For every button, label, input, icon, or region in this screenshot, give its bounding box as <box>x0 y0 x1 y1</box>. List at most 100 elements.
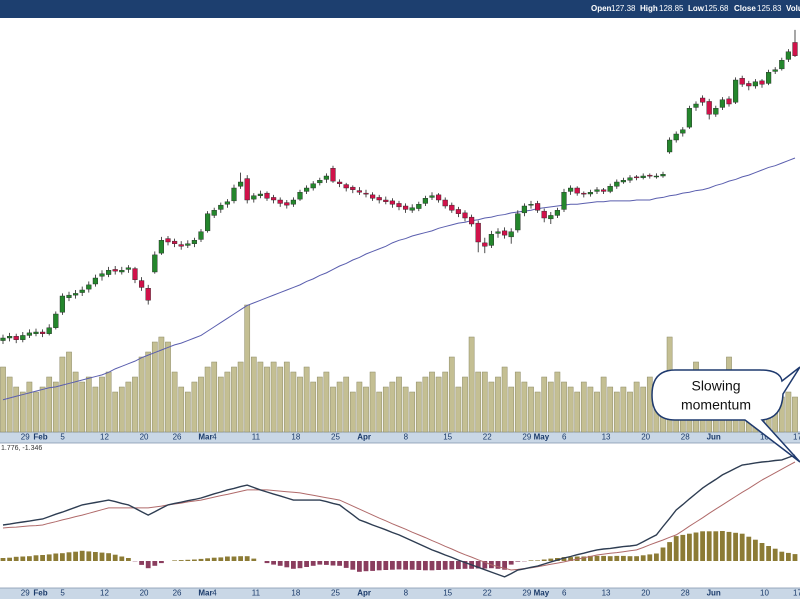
volume-bar <box>508 386 515 433</box>
macd-histogram-bar <box>40 555 45 561</box>
volume-bar <box>290 371 297 433</box>
x-tick-label: 17 <box>793 589 800 598</box>
volume-bar <box>151 341 158 433</box>
macd-histogram-bar <box>244 556 250 561</box>
candle-body <box>792 42 798 56</box>
moving-average-layer <box>2 157 796 401</box>
volume-bar <box>343 376 350 433</box>
macd-histogram-bar <box>231 556 237 561</box>
macd-histogram-bar <box>119 556 125 561</box>
header-value: 127.38 <box>611 4 636 13</box>
macd-histogram-bar <box>324 561 329 565</box>
macd-histogram-bar <box>310 561 316 566</box>
volume-bar <box>633 381 640 433</box>
candle-body <box>733 79 739 103</box>
macd-histogram-bar <box>376 561 382 571</box>
x-tick-label: 22 <box>483 433 492 442</box>
macd-histogram-bar <box>185 559 191 561</box>
macd-histogram-bar <box>13 556 19 561</box>
macd-histogram-bar <box>601 555 606 561</box>
macd-histogram-bar <box>33 555 39 561</box>
macd-histogram-bar <box>634 556 639 561</box>
volume-bar <box>600 376 607 433</box>
macd-histogram-bar <box>363 561 369 572</box>
candle-body <box>59 295 66 313</box>
candle-body <box>99 273 105 277</box>
candle-body <box>284 202 290 206</box>
candles-layer <box>0 29 798 344</box>
macd-histogram-bar <box>561 557 567 561</box>
volume-bar <box>112 391 119 433</box>
candle-body <box>693 103 699 108</box>
macd-histogram-bar <box>192 559 197 561</box>
callout-text: Slowing <box>691 378 740 394</box>
macd-histogram-bar <box>739 533 745 561</box>
volume-bar <box>72 371 79 433</box>
volume-bar <box>481 371 488 433</box>
macd-histogram-bar <box>172 560 177 561</box>
volume-bar <box>297 376 303 433</box>
candle-body <box>185 243 191 246</box>
candle-body <box>759 80 765 85</box>
candle-body <box>178 244 184 247</box>
macd-histogram-bar <box>594 555 600 561</box>
candle-body <box>561 192 567 210</box>
volume-bar <box>118 386 125 433</box>
candle-body <box>125 267 132 270</box>
x-tick-label: 15 <box>443 589 452 598</box>
candle-body <box>356 190 363 193</box>
x-tick-label: 25 <box>331 433 340 442</box>
candle-body <box>594 189 600 192</box>
candle-body <box>396 203 402 208</box>
x-tick-label: 28 <box>681 433 690 442</box>
candle-body <box>680 129 686 134</box>
macd-histogram-bar <box>693 532 699 561</box>
volume-bar <box>330 386 336 433</box>
candle-body <box>746 83 752 87</box>
volume-bar <box>316 376 323 433</box>
macd-histogram-bar <box>654 553 659 561</box>
candle-body <box>488 234 495 246</box>
candle-body <box>244 178 250 201</box>
date-strip <box>0 588 800 599</box>
volume-bar <box>26 381 33 433</box>
x-tick-label: 15 <box>443 433 452 442</box>
volume-bar <box>396 376 402 433</box>
volume-bar <box>541 376 548 433</box>
volume-bar <box>415 381 422 433</box>
volume-bar <box>640 386 647 433</box>
candle-body <box>86 284 92 290</box>
candle-body <box>191 240 198 244</box>
volume-bar <box>125 381 132 433</box>
volume-bar <box>99 376 105 433</box>
volume-bar <box>475 371 482 433</box>
volume-bar <box>389 381 396 433</box>
macd-histogram-bar <box>753 539 758 561</box>
macd-histogram-bar <box>759 543 765 561</box>
macd-histogram-bar <box>317 561 323 565</box>
candle-body <box>455 209 462 214</box>
macd-histogram-bar <box>126 558 131 561</box>
volume-bar <box>303 366 310 433</box>
candle-body <box>264 192 270 199</box>
volume-bar <box>574 391 581 433</box>
candle-body <box>752 81 759 87</box>
candle-body <box>251 195 257 200</box>
candle-body <box>370 194 376 199</box>
candle-body <box>204 213 211 232</box>
volume-bar <box>495 376 501 433</box>
volume-bar <box>39 386 46 433</box>
macd-histogram-bar <box>112 554 118 561</box>
macd-histogram-bar <box>475 561 481 569</box>
macd-histogram-bar <box>436 561 441 570</box>
macd-histogram-bar <box>423 561 428 571</box>
candle-body <box>198 231 204 240</box>
x-tick-label: 8 <box>404 433 409 442</box>
header-label: Volume <box>786 4 800 13</box>
volume-bar <box>264 366 270 433</box>
macd-histogram-bar <box>159 561 164 564</box>
macd-histogram-bar <box>607 556 613 561</box>
candle-body <box>376 197 382 201</box>
callout: Slowing momentum <box>651 366 800 463</box>
volume-bar <box>587 386 594 433</box>
